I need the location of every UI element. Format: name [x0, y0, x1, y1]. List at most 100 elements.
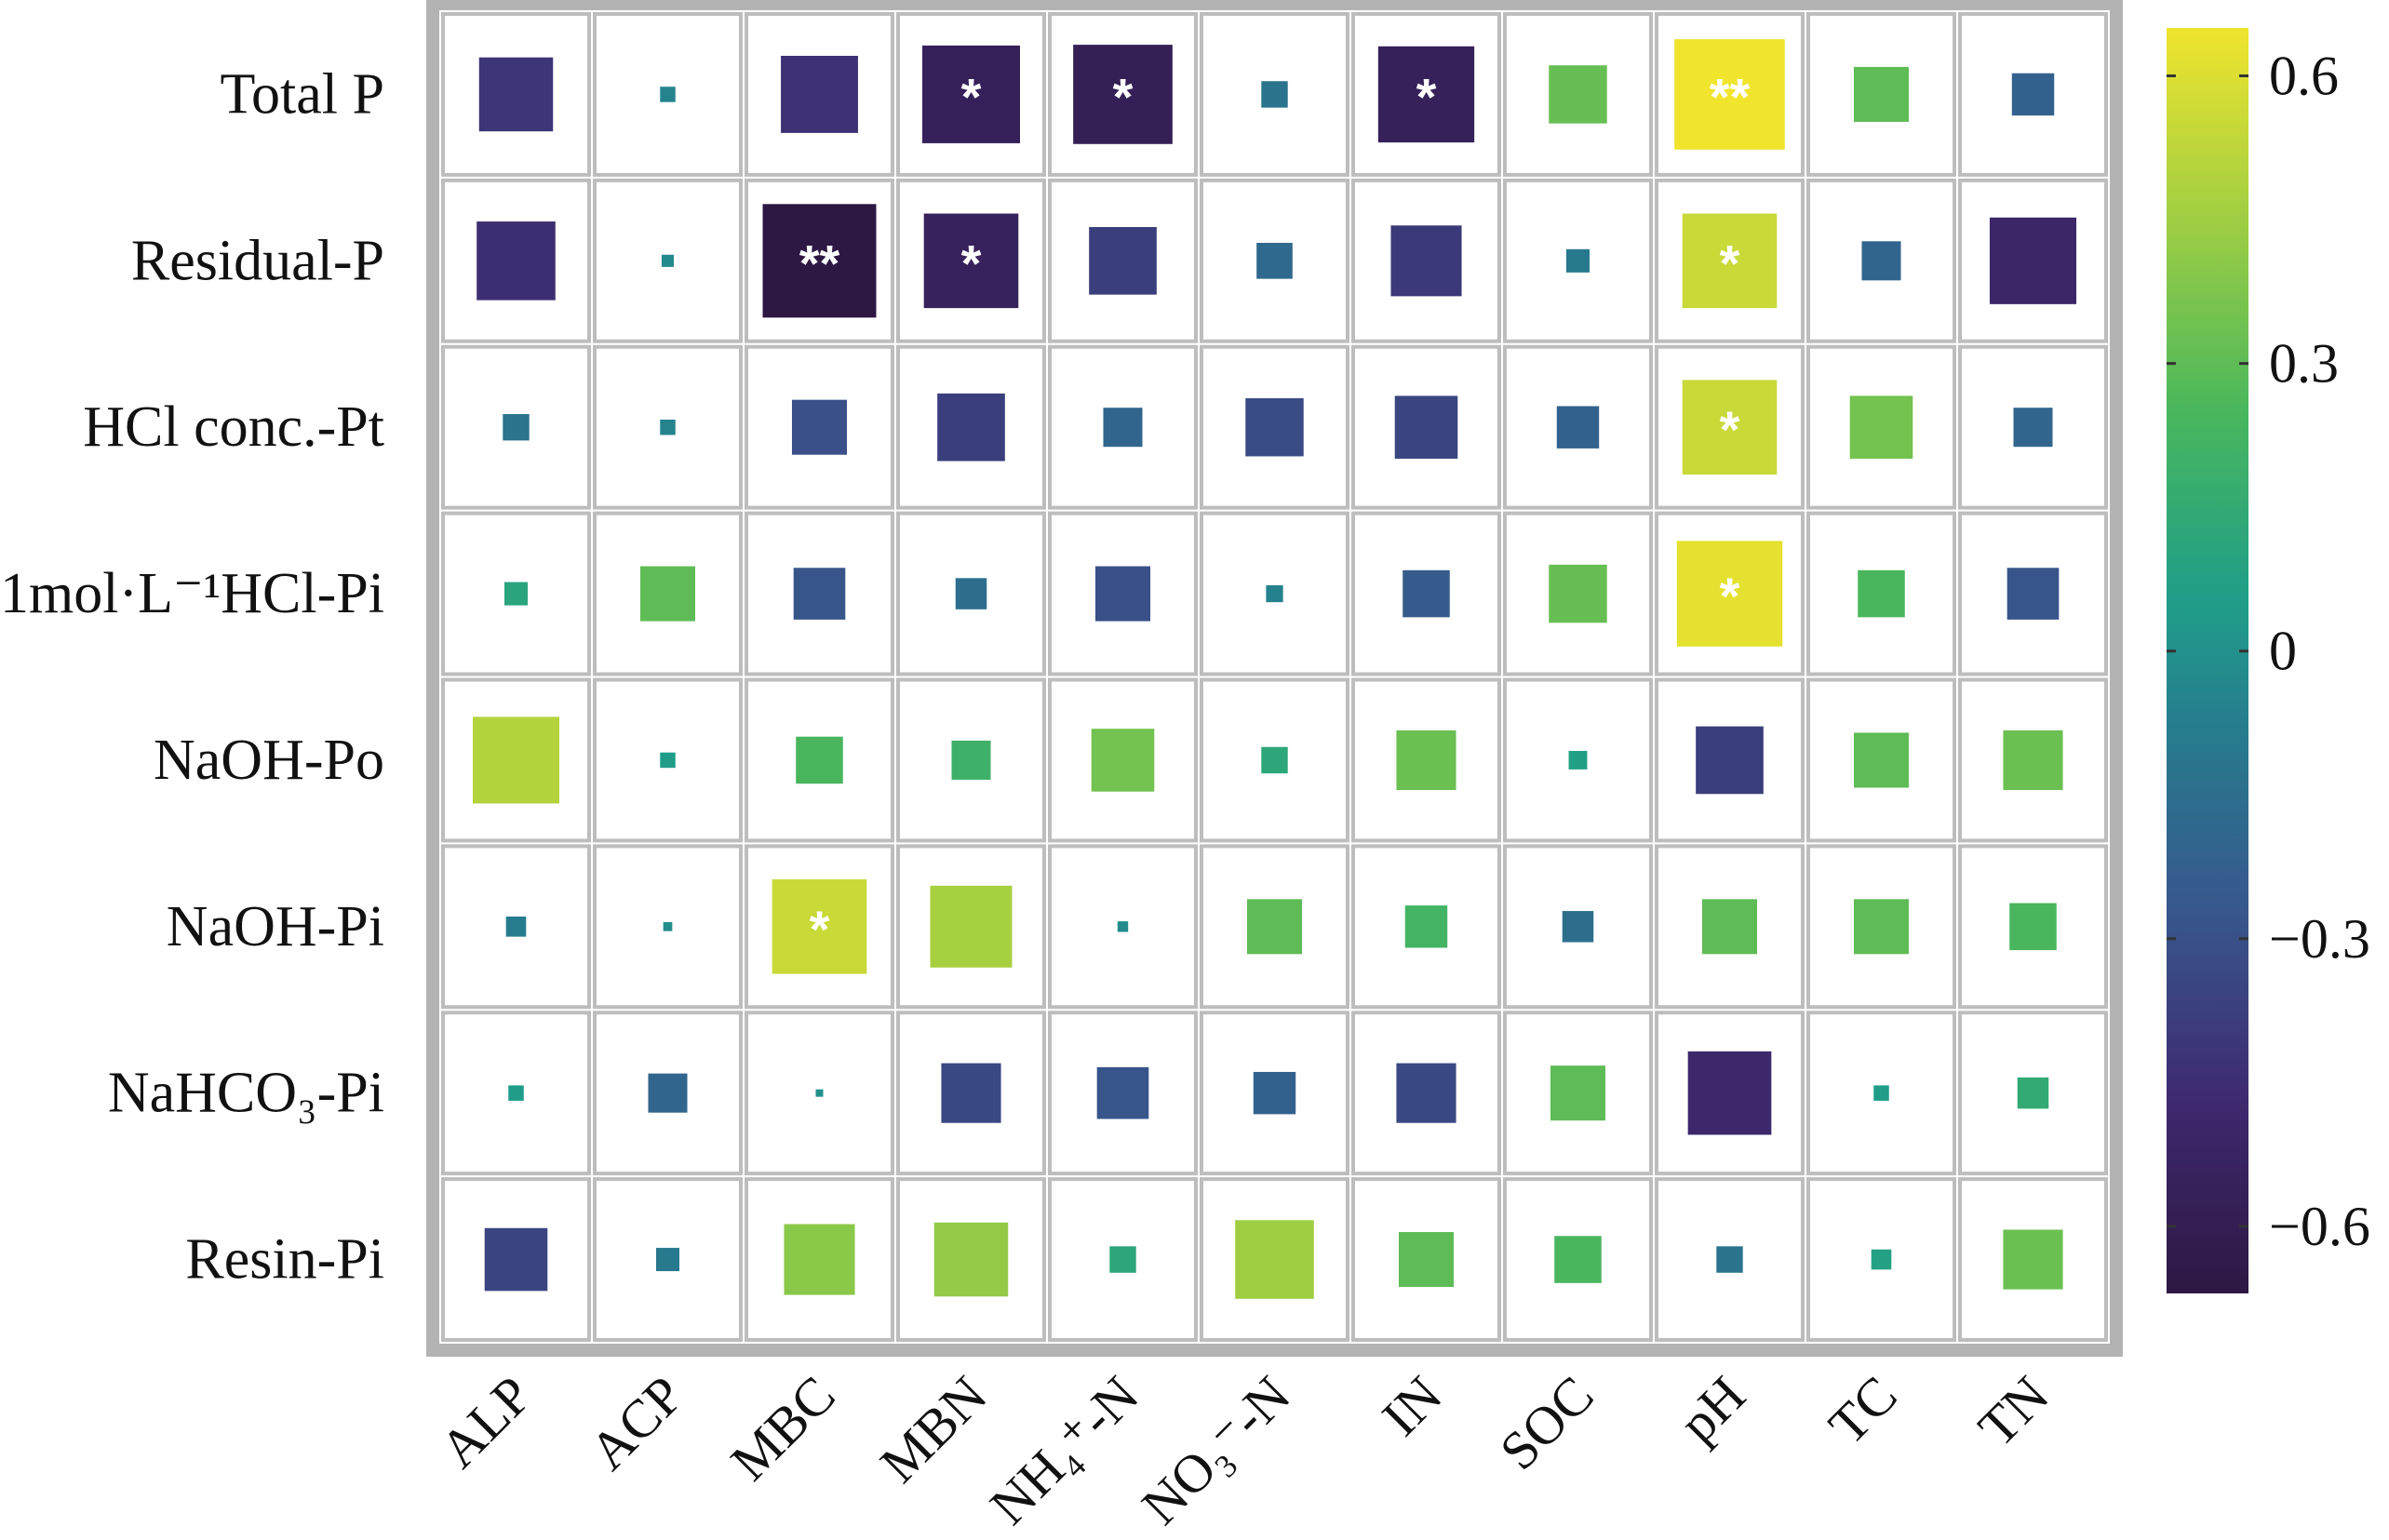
- heatmap-cell: [1245, 397, 1304, 457]
- column-label: MBC: [719, 1364, 847, 1492]
- heatmap-cell: [1253, 1071, 1296, 1115]
- heatmap-cell: [1073, 45, 1173, 144]
- heatmap-cell: [1687, 1051, 1772, 1135]
- heatmap-panel: * * * **** * ****: [426, 0, 2123, 1357]
- heatmap-cell: [941, 1063, 1001, 1123]
- heatmap-cell: [1256, 242, 1293, 279]
- heatmap-cell: [2011, 73, 2055, 116]
- heatmap-cell: [1676, 541, 1783, 647]
- heatmap-cell: [663, 921, 673, 931]
- heatmap-cell: [2017, 1077, 2049, 1109]
- heatmap-cell: [508, 1085, 524, 1101]
- heatmap-cell: [1396, 730, 1456, 791]
- heatmap-cell: [2006, 568, 2060, 620]
- row-label: Resin-Pi: [185, 1228, 384, 1292]
- heatmap-cell: [2003, 730, 2063, 791]
- heatmap-cell: [762, 204, 877, 318]
- heatmap-cell: [815, 1089, 824, 1097]
- column-label: NO₃⁻-N: [1130, 1364, 1301, 1535]
- cell-frame: [896, 344, 1046, 510]
- significance-label: *: [1720, 400, 1740, 459]
- cell-frame: [1958, 178, 2108, 343]
- heatmap-cell: [1377, 46, 1475, 143]
- heatmap-cell: [1682, 213, 1778, 309]
- heatmap-cell: [930, 885, 1013, 968]
- heatmap-cell: [639, 566, 696, 622]
- colorbar-tick-label: −0.6: [2269, 1196, 2370, 1257]
- significance-label: *: [1720, 234, 1740, 292]
- heatmap-cell: [1568, 750, 1588, 770]
- significance-label: *: [1720, 567, 1740, 625]
- cell-frame: [593, 1177, 743, 1342]
- heatmap-cell: [472, 716, 560, 804]
- cell-frame: [896, 1011, 1046, 1176]
- heatmap-cell: [1094, 566, 1151, 622]
- heatmap-cell: [1403, 569, 1450, 618]
- heatmap-cell: [1556, 406, 1600, 449]
- row-label: NaOH-Po: [154, 729, 384, 792]
- heatmap-cell: [1261, 81, 1288, 108]
- heatmap-cell: [660, 752, 676, 769]
- heatmap-cell: [1549, 564, 1607, 623]
- column-label: NH₄⁺-N: [978, 1364, 1149, 1535]
- column-label: pH: [1668, 1364, 1757, 1453]
- heatmap-cell: [772, 879, 867, 974]
- column-label: TN: [1966, 1364, 2060, 1458]
- column-label: MBN: [868, 1364, 998, 1493]
- heatmap-cell: [1562, 911, 1594, 943]
- row-label: HCl conc.-Pt: [83, 395, 384, 459]
- heatmap-cell: [1117, 921, 1129, 932]
- cell-frame: [1655, 677, 1805, 843]
- column-label: IN: [1370, 1364, 1453, 1447]
- heatmap-cell: [793, 568, 846, 620]
- heatmap-cell: [661, 254, 675, 267]
- heatmap-cell: [796, 736, 843, 784]
- cell-frame: [745, 677, 894, 843]
- heatmap-cell: [2013, 408, 2053, 448]
- heatmap-cell: [781, 56, 858, 133]
- heatmap-cell: [503, 582, 529, 606]
- cell-frame: [1200, 677, 1349, 843]
- heatmap-cell: [1701, 899, 1758, 955]
- significance-label: **: [1710, 67, 1751, 126]
- heatmap-cell: [2009, 903, 2057, 951]
- heatmap-cell: [648, 1073, 688, 1113]
- heatmap-cell: [1091, 729, 1155, 792]
- heatmap-cell: [1398, 1232, 1455, 1288]
- heatmap-cell: [655, 1248, 680, 1272]
- heatmap-cell: [1989, 217, 2077, 304]
- heatmap-cell: [1109, 1246, 1136, 1273]
- column-label: SOC: [1488, 1364, 1605, 1481]
- column-label: ALP: [428, 1364, 543, 1479]
- heatmap-cell: [1096, 1066, 1149, 1119]
- heatmap-cell: [937, 393, 1005, 462]
- heatmap-cell: [1674, 39, 1785, 150]
- cell-frame: [1503, 178, 1653, 343]
- heatmap-cell: [1235, 1220, 1314, 1299]
- row-label: Residual-P: [131, 229, 384, 292]
- heatmap-cell: [1550, 1065, 1606, 1121]
- heatmap-cell: [1861, 241, 1901, 281]
- heatmap-cell: [1716, 1246, 1743, 1273]
- heatmap-cell: [955, 578, 987, 609]
- heatmap-cell: [1089, 226, 1157, 295]
- heatmap-cell: [922, 45, 1020, 143]
- color-legend: 0.6 0.3 0 −0.3 −0.6: [2167, 28, 2370, 1293]
- heatmap-cell: [660, 419, 676, 435]
- row-label: NaOH-Pi: [167, 895, 384, 958]
- heatmap-cell: [1696, 726, 1764, 795]
- heatmap-cell: [1565, 248, 1590, 273]
- row-labels: Total P Residual-P HCl conc.-Pt 1mol·L⁻¹HCl…: [0, 62, 384, 1291]
- heatmap-cell: [1853, 732, 1910, 788]
- heatmap-cell: [1549, 65, 1607, 124]
- heatmap-cell: [1246, 899, 1303, 955]
- heatmap-cell: [478, 57, 554, 132]
- heatmap-cell: [660, 87, 676, 102]
- heatmap-cell: [951, 740, 991, 780]
- colorbar-tick-label: 0.3: [2269, 333, 2339, 395]
- heatmap-cell: [1849, 395, 1913, 459]
- significance-label: *: [810, 900, 830, 958]
- heatmap-cell: [784, 1224, 855, 1295]
